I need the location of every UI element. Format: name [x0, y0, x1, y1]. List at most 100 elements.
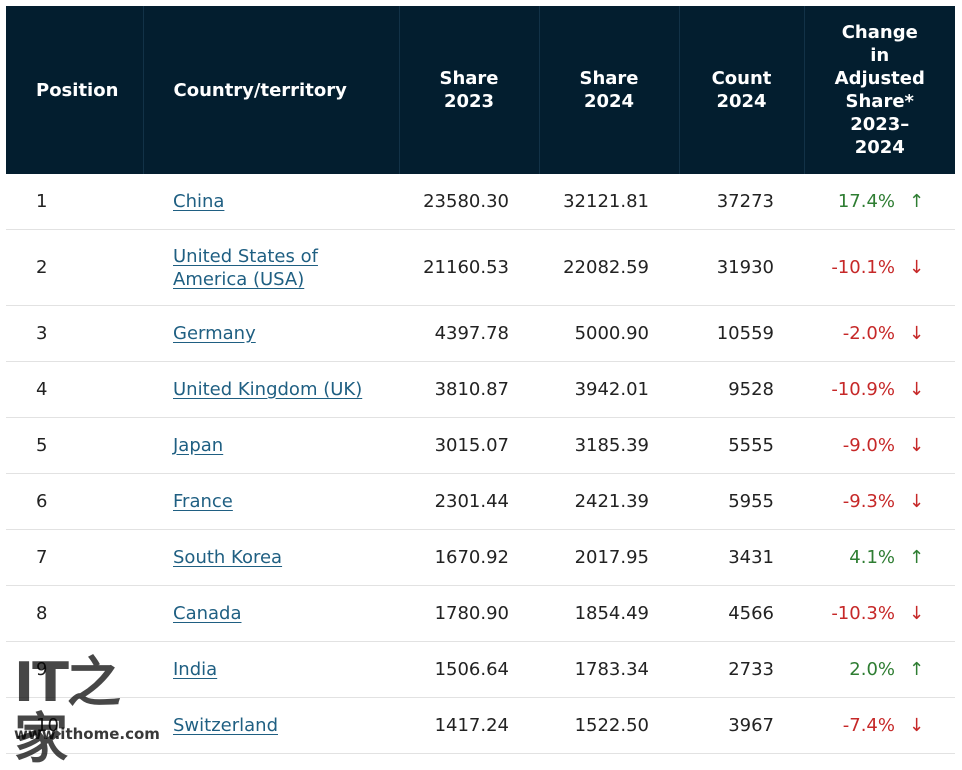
header-position[interactable]: Position: [6, 6, 143, 174]
row-share-2023: 1417.24: [399, 697, 539, 754]
row-count-2024: 5555: [679, 417, 804, 474]
country-link[interactable]: Canada: [173, 603, 242, 624]
row-position: 8: [6, 585, 143, 642]
country-link[interactable]: United Kingdom (UK): [173, 379, 363, 400]
arrow-down-icon: ↓: [909, 379, 925, 400]
change-value: -9.3%: [842, 491, 895, 512]
change-value: 2.0%: [849, 659, 895, 680]
change-value: -10.1%: [831, 257, 895, 278]
row-count-2024: 5955: [679, 473, 804, 530]
row-change: 4.1% ↑: [804, 529, 955, 586]
row-share-2024: 2017.95: [539, 529, 679, 586]
country-link[interactable]: Germany: [173, 323, 256, 344]
header-share-2024[interactable]: Share 2024: [538, 6, 679, 174]
table-row: 8 Canada 1780.90 1854.49 4566 -10.3% ↓: [6, 585, 955, 642]
row-share-2024: 32121.81: [539, 174, 679, 230]
row-share-2023: 1506.64: [399, 641, 539, 698]
row-country: United Kingdom (UK): [143, 361, 399, 418]
row-country: South Korea: [143, 529, 399, 586]
row-count-2024: 37273: [679, 174, 804, 230]
row-count-2024: 10559: [679, 305, 804, 362]
row-position: 1: [6, 174, 143, 230]
table-row: 4 United Kingdom (UK) 3810.87 3942.01 9528 -1…: [6, 361, 955, 418]
change-value: 4.1%: [849, 547, 895, 568]
country-link[interactable]: South Korea: [173, 547, 283, 568]
row-position: 10: [6, 697, 143, 754]
row-share-2024: 1522.50: [539, 697, 679, 754]
row-country: Switzerland: [143, 697, 399, 754]
row-change: 2.0% ↑: [804, 641, 955, 698]
row-country: India: [143, 641, 399, 698]
table-row: 5 Japan 3015.07 3185.39 5555 -9.0% ↓: [6, 417, 955, 474]
row-change: 17.4% ↑: [804, 174, 955, 230]
row-change: -10.3% ↓: [804, 585, 955, 642]
header-row: Position Country/territory Share 2023 Sha…: [6, 6, 955, 174]
row-share-2023: 2301.44: [399, 473, 539, 530]
row-position: 2: [6, 229, 143, 306]
header-change-adjusted-share[interactable]: Change in Adjusted Share* 2023– 2024: [803, 6, 955, 174]
row-change: -9.0% ↓: [804, 417, 955, 474]
row-share-2023: 1670.92: [399, 529, 539, 586]
row-country: Japan: [143, 417, 399, 474]
row-share-2024: 5000.90: [539, 305, 679, 362]
row-share-2023: 23580.30: [399, 174, 539, 230]
change-value: -2.0%: [842, 323, 895, 344]
row-share-2024: 3185.39: [539, 417, 679, 474]
row-position: 4: [6, 361, 143, 418]
row-share-2024: 1854.49: [539, 585, 679, 642]
row-count-2024: 4566: [679, 585, 804, 642]
change-value: 17.4%: [837, 191, 895, 212]
arrow-up-icon: ↑: [909, 547, 925, 568]
header-count-2024[interactable]: Count 2024: [678, 6, 804, 174]
country-link[interactable]: Japan: [173, 435, 224, 456]
row-share-2024: 3942.01: [539, 361, 679, 418]
change-value: -10.9%: [831, 379, 895, 400]
row-share-2023: 3015.07: [399, 417, 539, 474]
country-link[interactable]: India: [173, 659, 218, 680]
row-share-2023: 1780.90: [399, 585, 539, 642]
row-count-2024: 3967: [679, 697, 804, 754]
country-link[interactable]: China: [173, 191, 225, 212]
row-change: -10.1% ↓: [804, 229, 955, 306]
row-share-2023: 21160.53: [399, 229, 539, 306]
row-count-2024: 31930: [679, 229, 804, 306]
arrow-up-icon: ↑: [909, 659, 925, 680]
watermark-url: www.ithome.com: [14, 725, 160, 743]
row-change: -10.9% ↓: [804, 361, 955, 418]
table-row: 6 France 2301.44 2421.39 5955 -9.3% ↓: [6, 473, 955, 530]
arrow-down-icon: ↓: [909, 323, 925, 344]
watermark-logo: IT之家: [14, 651, 121, 770]
row-share-2024: 2421.39: [539, 473, 679, 530]
country-link[interactable]: Switzerland: [173, 715, 278, 736]
row-share-2023: 4397.78: [399, 305, 539, 362]
row-position: 5: [6, 417, 143, 474]
row-share-2023: 3810.87: [399, 361, 539, 418]
row-position: 7: [6, 529, 143, 586]
arrow-down-icon: ↓: [909, 435, 925, 456]
arrow-down-icon: ↓: [909, 491, 925, 512]
table-row: 3 Germany 4397.78 5000.90 10559 -2.0% ↓: [6, 305, 955, 362]
row-share-2024: 1783.34: [539, 641, 679, 698]
table-row: 2 United States of America (USA) 21160.53 2…: [6, 229, 955, 306]
header-share-2023[interactable]: Share 2023: [398, 6, 539, 174]
row-position: 9: [6, 641, 143, 698]
row-change: -9.3% ↓: [804, 473, 955, 530]
country-link[interactable]: France: [173, 491, 233, 512]
change-value: -9.0%: [842, 435, 895, 456]
country-link[interactable]: United States of America (USA): [173, 245, 318, 290]
row-country: China: [143, 174, 399, 230]
header-country[interactable]: Country/territory: [142, 6, 399, 174]
arrow-up-icon: ↑: [909, 191, 925, 212]
change-value: -10.3%: [831, 603, 895, 624]
row-position: 6: [6, 473, 143, 530]
row-count-2024: 3431: [679, 529, 804, 586]
row-count-2024: 2733: [679, 641, 804, 698]
arrow-down-icon: ↓: [909, 715, 925, 736]
change-value: -7.4%: [842, 715, 895, 736]
row-change: -7.4% ↓: [804, 697, 955, 754]
table-row: 7 South Korea 1670.92 2017.95 3431 4.1% ↑: [6, 529, 955, 586]
row-country: Germany: [143, 305, 399, 362]
row-change: -2.0% ↓: [804, 305, 955, 362]
table-row: 1 China 23580.30 32121.81 37273 17.4% ↑: [6, 174, 955, 230]
row-position: 3: [6, 305, 143, 362]
